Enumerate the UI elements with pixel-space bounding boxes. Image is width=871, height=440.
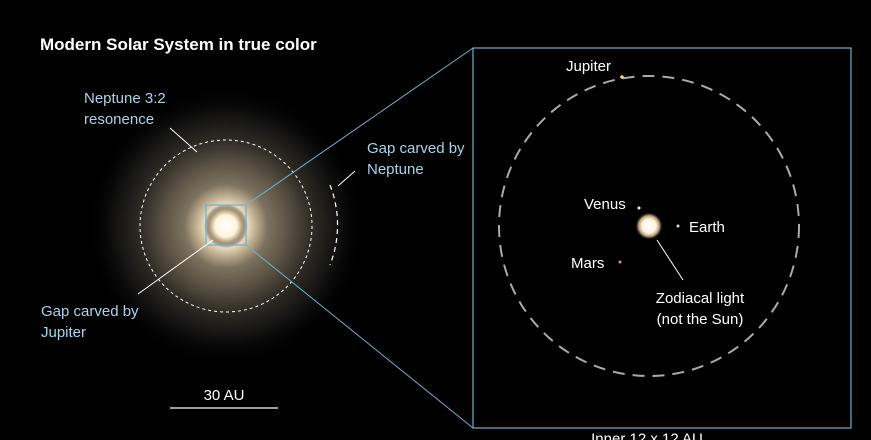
- planet-dot: [677, 225, 680, 228]
- scale-label: 30 AU: [204, 387, 245, 404]
- label: Neptune 3:2: [84, 90, 166, 107]
- planet-dot: [620, 75, 624, 79]
- inset-frame: [473, 48, 851, 428]
- label: Zodiacal light: [656, 290, 745, 307]
- label: resonence: [84, 111, 154, 128]
- illustration: Modern Solar System in true color Neptun…: [0, 0, 871, 440]
- caption: Inner 12 x 12 AU: [591, 430, 703, 440]
- planet-label: Mars: [571, 255, 604, 272]
- label: Neptune: [367, 161, 424, 178]
- page: {"title": "Modern Solar System in true c…: [0, 0, 871, 440]
- planet-label: Jupiter: [566, 58, 611, 75]
- label: Jupiter: [41, 324, 86, 341]
- planet-label: Venus: [584, 196, 626, 213]
- zodiacal-glow: [635, 212, 663, 240]
- label: Gap carved by: [41, 303, 139, 320]
- planet-dot: [638, 207, 641, 210]
- title: Modern Solar System in true color: [40, 35, 317, 54]
- planet-dot: [619, 261, 622, 264]
- planet-label: Earth: [689, 219, 725, 236]
- label: (not the Sun): [657, 311, 744, 328]
- label: Gap carved by: [367, 140, 465, 157]
